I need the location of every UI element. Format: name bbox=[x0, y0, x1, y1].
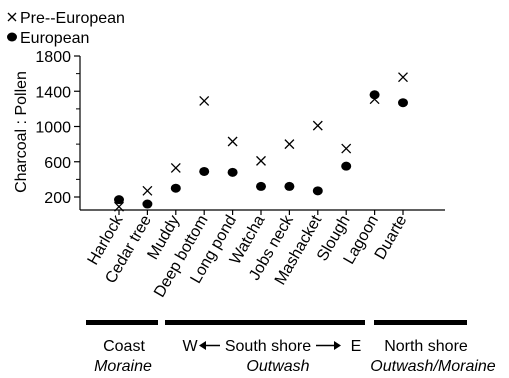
european-point bbox=[341, 161, 352, 171]
pre-european-point bbox=[142, 185, 153, 196]
european-point bbox=[284, 181, 295, 191]
region-label-north-shore: North shore bbox=[384, 338, 468, 355]
region-label-coast: Coast bbox=[103, 338, 145, 355]
pre-european-point bbox=[341, 143, 352, 154]
european-point bbox=[114, 195, 124, 205]
region-bar bbox=[165, 320, 365, 325]
region-label-south-shore: South shore bbox=[225, 338, 311, 355]
region-annotations: Coast Moraine W South shore E Outwash North sh… bbox=[86, 320, 496, 375]
european-point bbox=[227, 167, 238, 177]
region-west-label: W bbox=[182, 338, 198, 355]
legend-item-pre-european: Pre--European bbox=[7, 10, 125, 27]
european-point bbox=[142, 199, 153, 209]
y-tick-label: 200 bbox=[44, 190, 71, 207]
pre-european-point bbox=[256, 155, 266, 166]
y-tick-label: 1000 bbox=[35, 120, 71, 137]
legend-item-european: European bbox=[7, 30, 89, 47]
european-point bbox=[256, 181, 266, 191]
y-axis-label: Charcoal : Pollen bbox=[13, 71, 30, 193]
axes bbox=[79, 56, 445, 211]
pre-european-point bbox=[199, 95, 210, 106]
legend-label-european: European bbox=[20, 30, 89, 47]
legend-marker-dot bbox=[7, 32, 17, 42]
pre-european-point bbox=[398, 72, 408, 83]
pre-european-point bbox=[227, 136, 238, 147]
region-bar bbox=[374, 320, 467, 325]
legend-label-pre-european: Pre--European bbox=[20, 10, 125, 27]
region-subtitle-moraine: Moraine bbox=[94, 358, 152, 375]
y-tick-label: 600 bbox=[44, 155, 71, 172]
y-tick-label: 1800 bbox=[35, 49, 71, 66]
data-marks bbox=[114, 72, 408, 212]
european-point bbox=[398, 98, 408, 108]
region-east-label: E bbox=[351, 338, 362, 355]
region-subtitle-outwash-moraine: Outwash/Moraine bbox=[370, 358, 495, 375]
pre-european-point bbox=[284, 139, 295, 150]
arrow-right-head bbox=[334, 341, 341, 350]
pre-european-point bbox=[170, 162, 181, 173]
legend: Pre--European European bbox=[7, 10, 125, 47]
pre-european-point bbox=[114, 201, 124, 212]
arrow-left-head bbox=[199, 341, 206, 350]
european-point bbox=[369, 90, 380, 100]
y-tick-label: 1400 bbox=[35, 84, 71, 101]
y-axis-ticks: 200 600 1000 1400 1800 bbox=[35, 49, 80, 207]
european-point bbox=[312, 186, 323, 196]
region-bar bbox=[86, 320, 158, 325]
region-subtitle-outwash: Outwash bbox=[246, 358, 309, 375]
pre-european-point bbox=[312, 120, 323, 131]
legend-marker-x bbox=[7, 12, 17, 22]
european-point bbox=[170, 183, 181, 193]
european-point bbox=[199, 166, 210, 176]
